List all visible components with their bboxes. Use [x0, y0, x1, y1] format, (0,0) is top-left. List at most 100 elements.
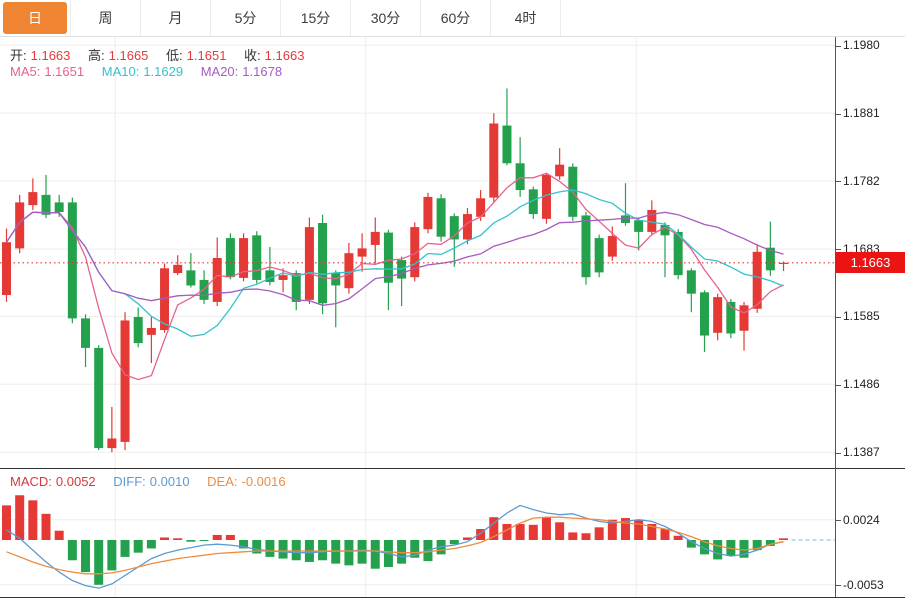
candle-body — [2, 242, 11, 296]
candle-body — [555, 164, 565, 177]
macd-chart[interactable] — [0, 469, 835, 597]
candle-body — [239, 238, 249, 278]
macd-histogram-bar — [133, 540, 143, 553]
tab-15min-label: 15分 — [300, 10, 331, 26]
macd-histogram-bar — [541, 517, 551, 541]
macd-histogram-bar — [515, 523, 525, 541]
macd-histogram-bar — [397, 540, 407, 564]
ma5-line — [5, 172, 784, 381]
macd-histogram-bar — [581, 533, 591, 541]
macd-histogram-bar — [291, 540, 301, 561]
candle-body — [726, 301, 736, 334]
candle-body — [318, 222, 328, 304]
macd-histogram-bar — [239, 540, 249, 549]
last-price-badge: 1.1663 — [836, 252, 905, 274]
price-tick-label: 1.1782 — [836, 174, 880, 188]
price-tick-label: 1.1881 — [836, 106, 880, 120]
candle-body — [449, 216, 459, 240]
macd-histogram-bar — [502, 523, 512, 541]
price-tick-label: 1.1585 — [836, 309, 880, 323]
candle-body — [607, 236, 617, 257]
tab-day[interactable]: 日 — [0, 0, 71, 36]
candle-body — [81, 318, 91, 348]
macd-histogram-bar — [344, 540, 354, 566]
candle-body — [541, 174, 551, 219]
macd-histogram-bar — [462, 537, 472, 541]
candle-body — [383, 232, 393, 283]
macd-histogram-bar — [686, 540, 696, 548]
ma20-line — [5, 211, 784, 306]
candle-body — [225, 238, 235, 278]
tab-4hour[interactable]: 4时 — [491, 0, 561, 36]
candle-body — [489, 123, 499, 198]
tab-week[interactable]: 周 — [71, 0, 141, 36]
macd-histogram-bar — [67, 540, 77, 561]
panel-divider — [0, 468, 905, 469]
candle-body — [647, 209, 657, 232]
macd-histogram-bar — [265, 540, 275, 557]
tab-4hour-label: 4时 — [514, 10, 537, 26]
macd-histogram-bar — [607, 519, 617, 541]
macd-histogram-bar — [41, 513, 51, 541]
macd-histogram-bar — [225, 534, 235, 541]
tab-5min[interactable]: 5分 — [211, 0, 281, 36]
timeframe-tabs: 日 周 月 5分 15分 30分 60分 4时 — [0, 0, 905, 37]
candle-body — [54, 202, 64, 213]
dea-line — [6, 516, 784, 575]
macd-histogram-bar — [700, 540, 710, 555]
macd-histogram-bar — [634, 519, 644, 541]
macd-histogram-bar — [54, 530, 64, 541]
macd-tick-label: -0.0053 — [836, 578, 884, 592]
tab-5min-label: 5分 — [234, 10, 257, 26]
candle-body — [502, 125, 512, 164]
macd-histogram-bar — [94, 540, 104, 585]
macd-histogram-bar — [107, 540, 117, 571]
macd-histogram-bar — [620, 518, 630, 541]
candle-body — [331, 273, 341, 286]
candle-body — [186, 270, 196, 286]
macd-histogram-bar — [2, 505, 11, 541]
tab-month-label: 月 — [168, 10, 183, 26]
candle-body — [15, 202, 25, 249]
candle-body — [594, 238, 604, 273]
candle-body — [620, 215, 630, 223]
macd-histogram-bar — [739, 540, 749, 558]
macd-histogram-bar — [568, 532, 578, 541]
candle-body — [370, 231, 380, 245]
macd-histogram-bar — [765, 540, 775, 546]
candle-body — [739, 305, 749, 331]
candlestick-chart[interactable] — [0, 37, 835, 468]
macd-histogram-bar — [120, 540, 130, 557]
candle-body — [515, 163, 525, 191]
candle-body — [107, 438, 117, 449]
candle-body — [410, 227, 420, 278]
tab-60min[interactable]: 60分 — [421, 0, 491, 36]
tab-30min-label: 30分 — [370, 10, 401, 26]
macd-histogram-bar — [186, 540, 196, 542]
macd-histogram-bar — [660, 529, 670, 541]
candle-body — [252, 235, 262, 280]
candle-body — [133, 317, 143, 344]
candle-body — [765, 247, 775, 271]
candle-body — [634, 220, 644, 232]
tab-30min[interactable]: 30分 — [351, 0, 421, 36]
tab-month[interactable]: 月 — [141, 0, 211, 36]
candle-body — [476, 198, 486, 217]
candle-body — [291, 273, 301, 302]
macd-histogram-bar — [357, 540, 367, 564]
candle-body — [436, 198, 446, 237]
ma10-line — [5, 189, 784, 337]
candle-body — [28, 192, 38, 206]
tab-15min[interactable]: 15分 — [281, 0, 351, 36]
macd-histogram-bar — [528, 524, 538, 541]
candle-body — [278, 275, 288, 280]
macd-histogram-bar — [489, 517, 499, 541]
macd-histogram-bar — [199, 540, 209, 542]
macd-histogram-bar — [15, 495, 25, 541]
macd-histogram-bar — [647, 523, 657, 541]
macd-histogram-bar — [212, 534, 222, 541]
candle-body — [660, 225, 670, 236]
candle-body — [146, 327, 156, 335]
macd-histogram-bar — [555, 522, 565, 541]
candle-body — [713, 297, 723, 333]
